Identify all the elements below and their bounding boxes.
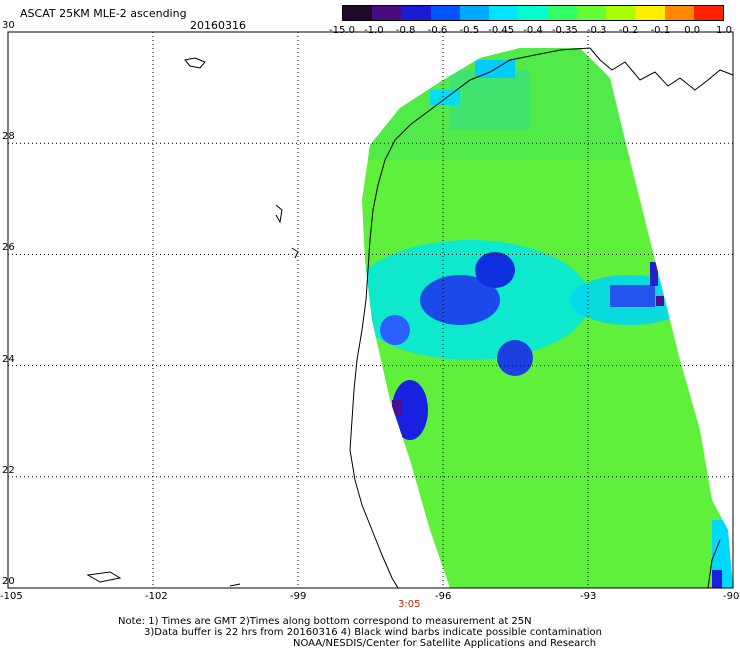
colorbar-label: -15.0 bbox=[329, 25, 355, 36]
blue-patch-4 bbox=[392, 380, 428, 440]
gridlines bbox=[8, 32, 733, 588]
colorbar-label: -0.2 bbox=[618, 25, 639, 36]
blue-patch-5 bbox=[380, 315, 410, 345]
y-tick-label: 22 bbox=[2, 464, 15, 476]
x-tick-label: -102 bbox=[145, 591, 168, 602]
blue-patch-3 bbox=[497, 340, 533, 376]
plot-frame bbox=[7, 31, 734, 589]
purple-edge-cell bbox=[656, 296, 664, 306]
colorbar-segment bbox=[489, 6, 519, 20]
y-tick-label: 30 bbox=[2, 20, 15, 31]
y-tick-label: 24 bbox=[2, 353, 15, 365]
colorbar-segment bbox=[518, 6, 548, 20]
colorbar-label: -0.4 bbox=[523, 25, 543, 36]
colorbar-label: -1.0 bbox=[364, 25, 384, 36]
colorbar-segment bbox=[664, 6, 694, 20]
colorbar-label: 0.0 bbox=[684, 25, 701, 36]
colorbar-label: -0.35 bbox=[551, 25, 578, 36]
x-tick-label: -99 bbox=[290, 591, 307, 602]
y-tick-label: 26 bbox=[2, 242, 15, 254]
swath-teal-patch bbox=[450, 70, 530, 130]
swath-north-band bbox=[362, 48, 733, 160]
colorbar-segment bbox=[606, 6, 636, 20]
x-tick-label: -105 bbox=[0, 591, 23, 602]
colorbar-label: -0.5 bbox=[459, 25, 480, 36]
colorbar-label: 1.0 bbox=[716, 25, 732, 36]
colorbar-segment bbox=[343, 6, 373, 20]
blue-edge-south bbox=[712, 570, 722, 588]
colorbar-segment bbox=[401, 6, 431, 20]
colorbar-segment bbox=[430, 6, 460, 20]
colorbar-label: -0.1 bbox=[650, 25, 671, 36]
map-title: ASCAT 25KM MLE-2 ascending bbox=[20, 7, 187, 20]
blue-edge-cell bbox=[650, 262, 658, 286]
colorbar bbox=[342, 5, 724, 21]
note-line-2: 3)Data buffer is 22 hrs from 20160316 4)… bbox=[144, 627, 602, 638]
x-tick-label: -96 bbox=[435, 591, 452, 602]
cyan-coast-north-2 bbox=[430, 90, 460, 105]
colorbar-segment bbox=[635, 6, 665, 20]
map-date: 20160316 bbox=[190, 19, 246, 32]
colorbar-label: -0.3 bbox=[586, 25, 607, 36]
colorbar-segment bbox=[459, 6, 490, 20]
y-tick-label: 28 bbox=[2, 131, 15, 143]
purple-cell bbox=[392, 400, 402, 415]
blue-patch-2 bbox=[475, 252, 515, 288]
map-plot bbox=[7, 31, 734, 589]
blue-patch-1 bbox=[420, 275, 500, 325]
y-tick-label: 20 bbox=[2, 576, 15, 587]
colorbar-label: -0.45 bbox=[488, 25, 515, 36]
time-label: 3:05 bbox=[398, 599, 421, 610]
x-tick-label: -90 bbox=[723, 591, 740, 602]
blue-patch-6 bbox=[610, 285, 655, 307]
colorbar-segment bbox=[576, 6, 607, 20]
colorbar-labels: -15.0 -1.0 -0.8 -0.6 -0.5 -0.45 -0.4 -0.35 -0.3-… bbox=[0, 25, 740, 37]
colorbar-label: -0.6 bbox=[427, 25, 448, 36]
colorbar-label: -0.8 bbox=[395, 25, 416, 36]
note-line-1: Note: 1) Times are GMT 2)Times along bot… bbox=[118, 616, 532, 627]
x-tick-label: -93 bbox=[580, 591, 597, 602]
colorbar-segment bbox=[693, 6, 724, 20]
swath-region bbox=[362, 48, 733, 588]
note-line-3: NOAA/NESDIS/Center for Satellite Applica… bbox=[293, 638, 597, 649]
colorbar-segment bbox=[547, 6, 577, 20]
coastline bbox=[86, 47, 734, 589]
colorbar-segment bbox=[372, 6, 402, 20]
